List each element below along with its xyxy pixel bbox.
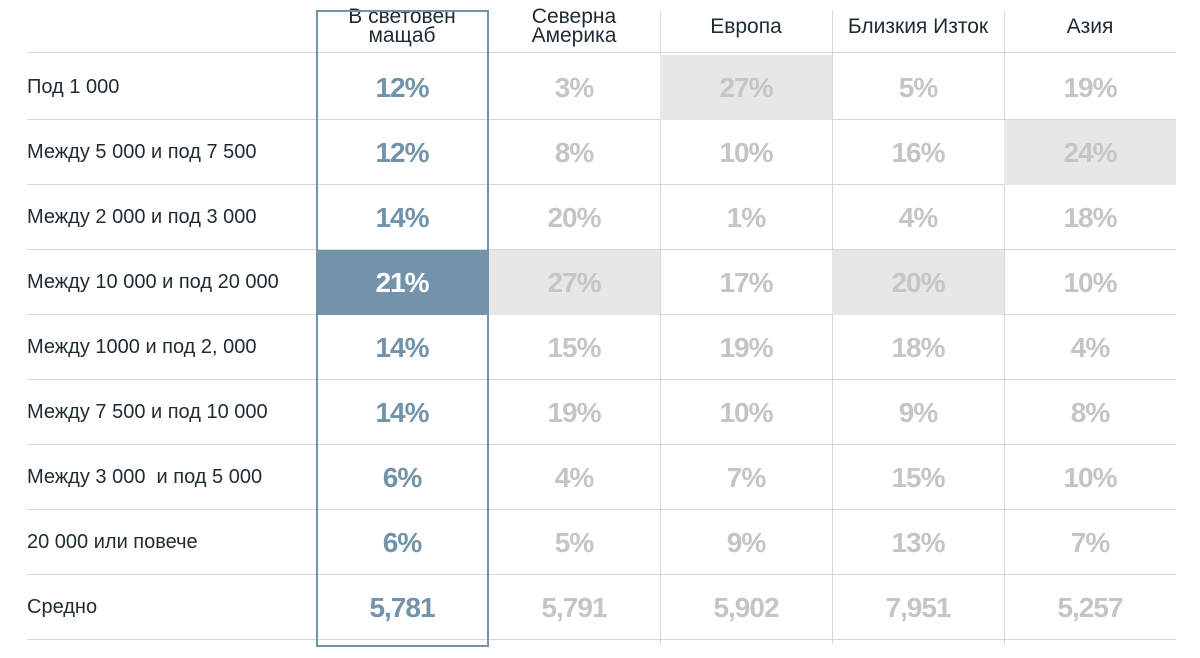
row-label: Между 7 500 и под 10 000 — [27, 401, 268, 423]
row-divider — [27, 509, 1176, 510]
value-cell: 14% — [375, 396, 429, 428]
column-header-line: мащаб — [368, 24, 436, 47]
value-cell: 27% — [660, 55, 832, 120]
value-cell: 3% — [554, 71, 594, 103]
value-cell: 10% — [1063, 461, 1117, 493]
column-header-line: Северна — [531, 5, 617, 28]
value-cell: 10% — [719, 136, 773, 168]
column-header-line: Азия — [1066, 14, 1114, 38]
value-cell: 24% — [1004, 120, 1176, 185]
value-cell: 5,902 — [713, 591, 779, 623]
row-divider — [27, 249, 1176, 250]
row-label: Между 10 000 и под 20 000 — [27, 271, 279, 293]
value-cell: 19% — [1063, 71, 1117, 103]
value-cell: 1% — [726, 201, 766, 233]
value-cell: 14% — [375, 201, 429, 233]
column-header-line: Близкия Изток — [847, 14, 989, 38]
row-divider — [27, 639, 1176, 640]
value-cell: 10% — [1063, 266, 1117, 298]
value-cell: 8% — [1070, 396, 1110, 428]
value-cell: 15% — [891, 461, 945, 493]
value-cell: 5% — [554, 526, 594, 558]
row-label: Между 3 000 и под 5 000 — [27, 466, 263, 488]
value-cell: 27% — [488, 250, 660, 315]
value-cell: 15% — [547, 331, 601, 363]
value-cell: 13% — [891, 526, 945, 558]
column-divider — [832, 10, 833, 644]
row-label: Средно — [27, 596, 98, 618]
value-cell: 5,781 — [369, 591, 435, 623]
value-cell: 6% — [382, 461, 422, 493]
value-cell: 4% — [1070, 331, 1110, 363]
row-label: Между 5 000 и под 7 500 — [27, 141, 257, 163]
value-cell: 16% — [891, 136, 945, 168]
row-divider — [27, 52, 1176, 53]
column-header: Европа — [660, 0, 832, 52]
row-divider — [27, 574, 1176, 575]
value-cell: 12% — [375, 71, 429, 103]
value-cell: 10% — [719, 396, 773, 428]
value-cell: 14% — [375, 331, 429, 363]
row-label: Между 2 000 и под 3 000 — [27, 206, 257, 228]
row-label: Между 1000 и под 2, 000 — [27, 336, 257, 358]
row-divider — [27, 119, 1176, 120]
row-label: Под 1 000 — [27, 76, 120, 98]
column-header: Близкия Изток — [832, 0, 1004, 52]
value-cell: 19% — [547, 396, 601, 428]
value-cell: 5,257 — [1057, 591, 1123, 623]
column-header-line: Европа — [710, 14, 782, 38]
value-cell: 18% — [891, 331, 945, 363]
value-cell: 4% — [554, 461, 594, 493]
column-header: В световен мащаб — [316, 0, 488, 52]
value-cell: 5,791 — [541, 591, 607, 623]
column-header-line: Америка — [531, 24, 617, 47]
value-cell: 8% — [554, 136, 594, 168]
value-cell: 21% — [316, 250, 488, 315]
value-cell: 20% — [832, 250, 1004, 315]
value-cell: 9% — [898, 396, 938, 428]
value-cell: 4% — [898, 201, 938, 233]
value-cell: 7,951 — [885, 591, 951, 623]
row-divider — [27, 184, 1176, 185]
value-cell: 6% — [382, 526, 422, 558]
value-cell: 7% — [1070, 526, 1110, 558]
column-divider — [660, 10, 661, 644]
value-cell: 5% — [898, 71, 938, 103]
row-label: 20 000 или повече — [27, 531, 198, 553]
row-divider — [27, 444, 1176, 445]
value-cell: 12% — [375, 136, 429, 168]
value-cell: 20% — [547, 201, 601, 233]
value-cell: 17% — [719, 266, 773, 298]
column-divider — [1004, 10, 1005, 644]
row-divider — [27, 379, 1176, 380]
value-cell: 7% — [726, 461, 766, 493]
value-cell: 9% — [726, 526, 766, 558]
column-header: Азия — [1004, 0, 1176, 52]
column-header: Северна Америка — [488, 0, 660, 52]
value-cell: 18% — [1063, 201, 1117, 233]
value-cell: 19% — [719, 331, 773, 363]
